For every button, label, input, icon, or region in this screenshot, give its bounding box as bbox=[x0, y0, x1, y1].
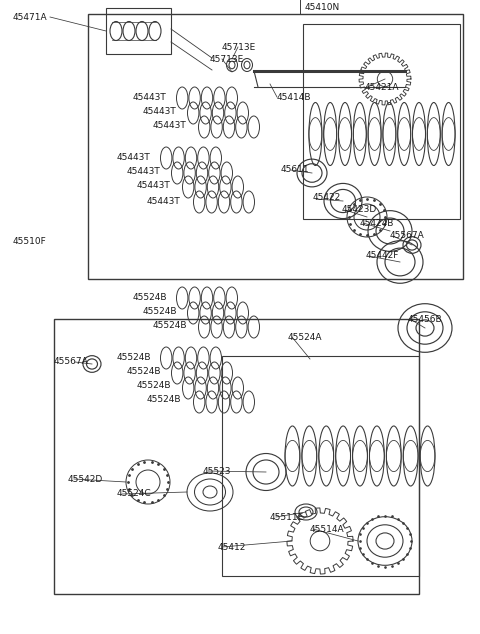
Bar bbox=[54, 319, 419, 594]
Text: 45471A: 45471A bbox=[13, 13, 48, 22]
Text: 45443T: 45443T bbox=[147, 197, 181, 205]
Text: 45422: 45422 bbox=[313, 193, 341, 202]
Text: 45713E: 45713E bbox=[210, 55, 244, 63]
Text: 45524C: 45524C bbox=[117, 489, 152, 498]
Text: 45511E: 45511E bbox=[270, 512, 304, 522]
Text: 45443T: 45443T bbox=[153, 122, 187, 131]
Text: 45524A: 45524A bbox=[288, 332, 323, 342]
Bar bbox=[303, 24, 460, 219]
Text: 45524B: 45524B bbox=[147, 396, 181, 404]
Text: 45567A: 45567A bbox=[54, 358, 89, 366]
Text: 45524B: 45524B bbox=[153, 321, 188, 330]
Text: 45442F: 45442F bbox=[366, 252, 399, 261]
Text: 45443T: 45443T bbox=[127, 167, 161, 176]
Text: 45443T: 45443T bbox=[137, 181, 171, 190]
Text: 45542D: 45542D bbox=[68, 474, 103, 484]
Text: 45524B: 45524B bbox=[137, 382, 171, 391]
Text: 45424B: 45424B bbox=[360, 219, 395, 228]
Text: 45567A: 45567A bbox=[390, 231, 425, 240]
Text: 45443T: 45443T bbox=[143, 108, 177, 117]
Bar bbox=[222, 356, 419, 576]
Text: 45524B: 45524B bbox=[127, 368, 161, 377]
Text: 45524B: 45524B bbox=[143, 307, 178, 316]
Text: 45421A: 45421A bbox=[365, 84, 399, 93]
Text: 45611: 45611 bbox=[281, 165, 310, 174]
Text: 45412: 45412 bbox=[218, 543, 246, 552]
Text: 45524B: 45524B bbox=[133, 294, 168, 302]
Text: 45514A: 45514A bbox=[310, 524, 345, 533]
Bar bbox=[88, 14, 463, 279]
Text: 45523: 45523 bbox=[203, 467, 231, 476]
Bar bbox=[106, 8, 171, 54]
Text: 45524B: 45524B bbox=[117, 353, 152, 361]
Text: 45456B: 45456B bbox=[408, 314, 443, 323]
Text: 45713E: 45713E bbox=[222, 42, 256, 51]
Text: 45510F: 45510F bbox=[13, 236, 47, 245]
Text: 45443T: 45443T bbox=[117, 153, 151, 162]
Text: 45423D: 45423D bbox=[342, 205, 377, 214]
Text: 45443T: 45443T bbox=[133, 93, 167, 103]
Text: 45410N: 45410N bbox=[305, 4, 340, 13]
Text: 45414B: 45414B bbox=[277, 93, 312, 101]
